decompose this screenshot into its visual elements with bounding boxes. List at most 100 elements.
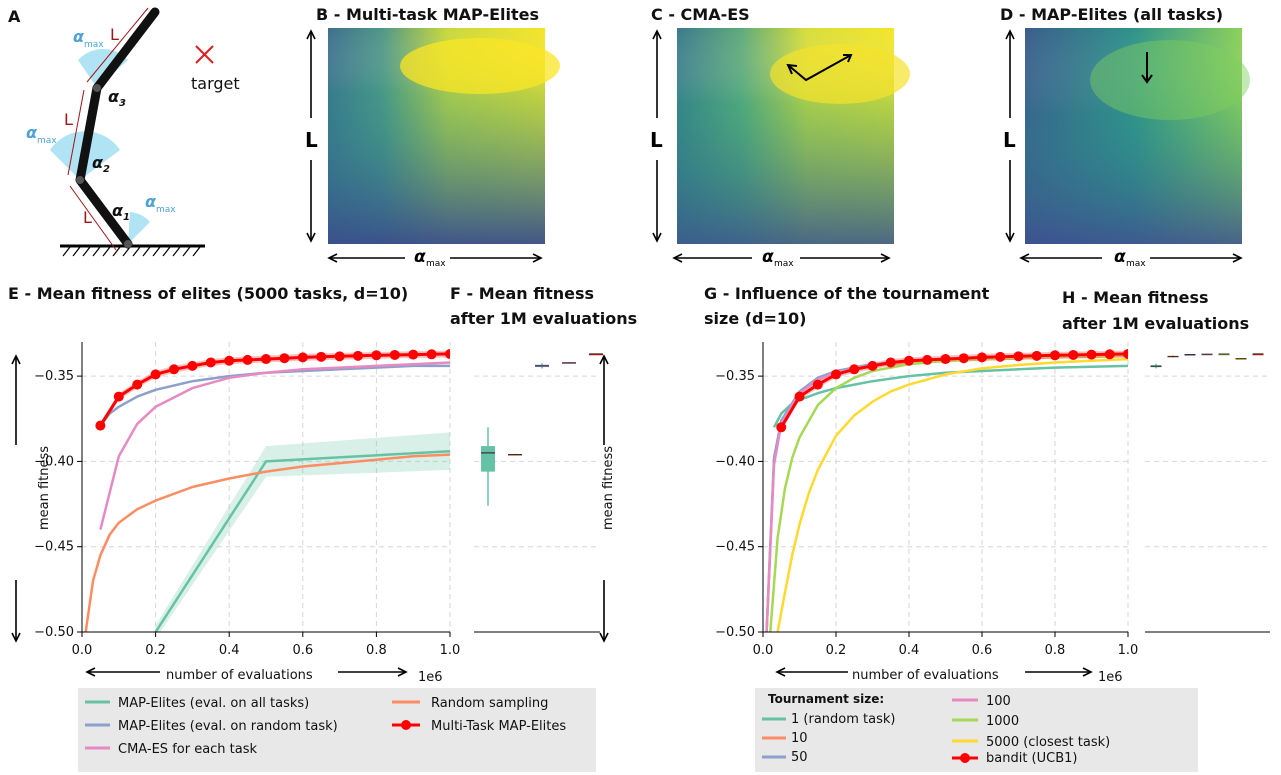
svg-text:α: α — [414, 247, 426, 267]
legend-e-label-0: MAP-Elites (eval. on all tasks) — [118, 696, 309, 711]
marker-bandit-5 — [867, 360, 878, 371]
heat-c-ylabel: L — [650, 128, 663, 152]
panel-e-xtick-label-5: 1.0 — [440, 643, 461, 658]
panel-d-title: D - MAP-Elites (all tasks) — [1000, 5, 1223, 24]
svg-text:α: α — [1114, 247, 1126, 267]
marker-bandit-1 — [794, 391, 805, 402]
joint1-wedge — [128, 212, 150, 244]
marker-multitask-map-elites-14 — [353, 350, 363, 361]
marker-multitask-map-elites-8 — [242, 354, 253, 365]
down-arrow — [1141, 52, 1153, 84]
panel-g-ticks: −0.35 −0.40 −0.45 −0.50 0.0 0.2 0.4 0.6 0.8 1.0 — [715, 369, 1138, 658]
heat-d-ylabel: L — [1003, 128, 1016, 152]
panel-e-ylabel: mean fitness — [37, 446, 52, 530]
legend-g-label-0: 1 (random task) — [791, 712, 895, 727]
panel-f-boxes — [481, 353, 603, 506]
marker-multitask-map-elites-1 — [113, 391, 124, 402]
amax-sub-2: max — [37, 136, 57, 146]
marker-multitask-map-elites-3 — [150, 369, 161, 380]
panel-h-boxes — [1150, 353, 1264, 369]
legend-e-label-3: Random sampling — [431, 696, 548, 711]
direction-arrows — [786, 54, 853, 82]
legend-e-bg — [78, 688, 596, 772]
panel-e-xtick-label-0: 0.0 — [72, 643, 93, 658]
marker-multitask-map-elites-16 — [389, 349, 400, 360]
panel-g-series — [765, 348, 1128, 632]
marker-multitask-map-elites-5 — [187, 360, 198, 371]
panel-g-xtick-label-0: 0.0 — [753, 643, 774, 658]
legend-g-label-1: 10 — [791, 731, 808, 746]
legend-g-label-3: 100 — [986, 694, 1011, 709]
panel-g-ytick-label-1: −0.40 — [715, 454, 755, 469]
panel-e-xtick-label-4: 0.8 — [366, 643, 387, 658]
marker-multitask-map-elites-10 — [279, 353, 290, 364]
marker-multitask-map-elites-4 — [169, 364, 179, 375]
marker-bandit-8 — [922, 354, 933, 365]
line-cma-es — [99, 361, 450, 530]
marker-multitask-map-elites-19 — [445, 348, 450, 359]
amax-sub-3: max — [84, 40, 104, 50]
panel-c-heatmap: C - CMA-ES — [651, 5, 910, 244]
marker-multitask-map-elites-0 — [95, 420, 106, 431]
panel-e-offset: 1e6 — [418, 670, 443, 685]
panel-g-xtick-label-2: 0.4 — [899, 643, 920, 658]
panel-h-chart — [1145, 353, 1270, 633]
amax-sub-1: max — [156, 205, 176, 215]
heatmap-axis-arrows — [306, 29, 1243, 263]
panel-e-ytick-label-3: −0.50 — [34, 625, 74, 640]
length2-label: L — [64, 110, 73, 129]
marker-bandit-2 — [812, 379, 823, 390]
marker-bandit-10 — [958, 353, 969, 364]
panel-b-title: B - Multi-task MAP-Elites — [316, 5, 539, 24]
heat-b-ylabel: L — [305, 128, 318, 152]
heat-b-xsub: max — [426, 259, 446, 269]
marker-multitask-map-elites-12 — [316, 351, 327, 362]
marker-multitask-map-elites-11 — [297, 352, 308, 363]
marker-bandit-13 — [1013, 351, 1024, 362]
panel-g-ytick-label-0: −0.35 — [715, 369, 755, 384]
panel-e-bands — [100, 350, 450, 632]
legend-g-marker-6 — [960, 753, 970, 763]
panel-g-xtick-label-4: 0.8 — [1045, 643, 1066, 658]
legend-e-label-2: CMA-ES for each task — [118, 742, 258, 757]
marker-multitask-map-elites-7 — [224, 355, 235, 366]
line-random-sampling — [84, 453, 450, 632]
line-map-elites-random-task — [99, 364, 450, 427]
joint1-dot — [124, 240, 132, 248]
marker-bandit-19 — [1123, 348, 1128, 359]
legend-e: MAP-Elites (eval. on all tasks) MAP-Elit… — [78, 688, 596, 772]
panel-g-chart: −0.35 −0.40 −0.45 −0.50 0.0 0.2 0.4 0.6 0.8 1.0 1… — [715, 342, 1138, 685]
panel-f-grid — [474, 375, 600, 633]
length1-arrow — [69, 185, 117, 251]
line-tour-100 — [765, 353, 1128, 632]
target-icon — [195, 45, 214, 64]
marker-multitask-map-elites-15 — [371, 350, 382, 361]
joint2-dot — [76, 176, 84, 184]
legend-e-label-1: MAP-Elites (eval. on random task) — [118, 719, 338, 734]
line-tour-1000 — [769, 353, 1128, 632]
marker-bandit-3 — [831, 369, 841, 380]
panel-g-xtick-label-3: 0.6 — [972, 643, 993, 658]
panel-g-ytick-label-3: −0.50 — [715, 625, 755, 640]
joint3-dot — [93, 84, 101, 92]
marker-multitask-map-elites-18 — [426, 349, 437, 360]
panel-g-ytick-label-2: −0.45 — [715, 540, 755, 555]
legend-g-label-4: 1000 — [986, 714, 1019, 729]
plot-axis-arrows — [11, 354, 1093, 677]
line-tour-5000 — [776, 357, 1128, 632]
svg-text:α: α — [145, 192, 157, 211]
marker-bandit-18 — [1104, 349, 1115, 360]
panel-g-xtick-label-5: 1.0 — [1118, 643, 1139, 658]
heatmap-axis-labels: L L L α max α max α max — [305, 128, 1146, 269]
line-tour-10 — [765, 354, 1128, 632]
panel-h-title-2: after 1M evaluations — [1062, 314, 1249, 333]
panel-e-ytick-label-1: −0.40 — [34, 454, 74, 469]
length2-arrow — [67, 89, 85, 176]
panel-h-grid — [1145, 375, 1270, 633]
marker-multitask-map-elites-6 — [205, 357, 216, 368]
panel-g-offset: 1e6 — [1098, 670, 1123, 685]
panel-e-series — [84, 348, 450, 632]
panel-e-title: E - Mean fitness of elites (5000 tasks, … — [8, 284, 408, 303]
length1-label: L — [83, 208, 92, 227]
marker-bandit-6 — [885, 357, 896, 368]
